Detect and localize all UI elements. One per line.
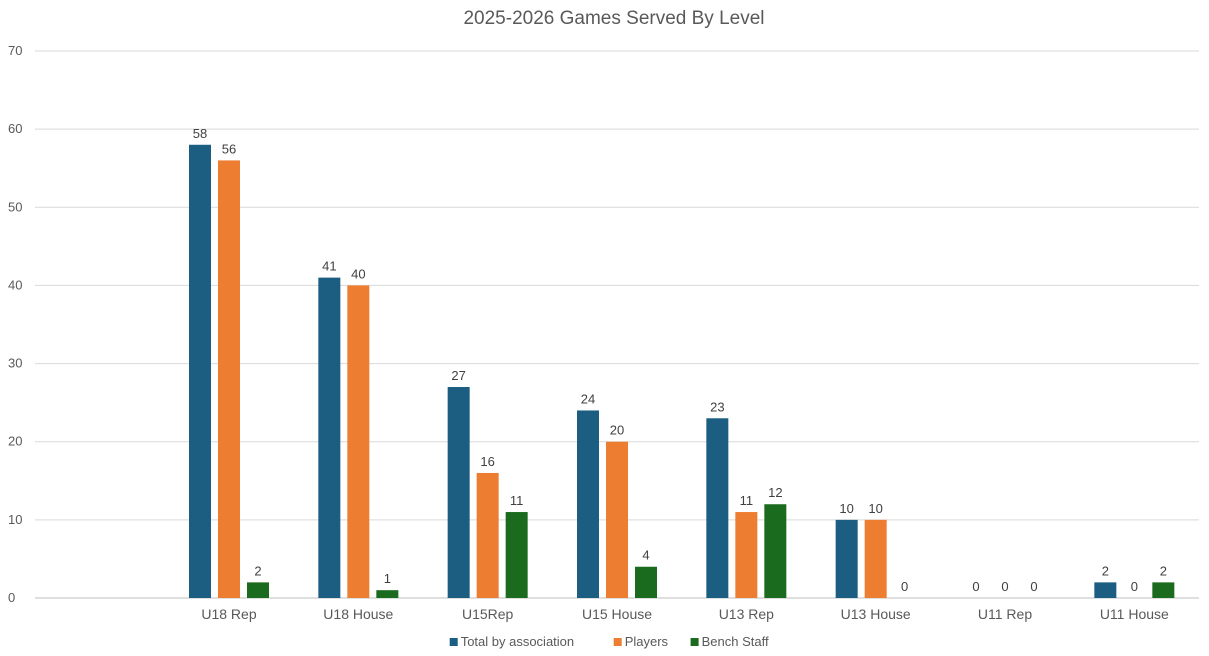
data-label: 11 bbox=[740, 493, 754, 508]
data-label: 10 bbox=[868, 501, 882, 516]
data-label: 0 bbox=[1131, 579, 1138, 594]
data-label: 10 bbox=[839, 501, 853, 516]
bar bbox=[247, 582, 269, 598]
legend-swatch bbox=[613, 638, 622, 646]
bar bbox=[764, 504, 787, 598]
bar bbox=[376, 590, 399, 598]
y-tick-label: 40 bbox=[8, 277, 22, 292]
data-label: 58 bbox=[193, 126, 207, 141]
data-label: 0 bbox=[1001, 579, 1008, 594]
data-label: 2 bbox=[254, 563, 261, 578]
x-category-label: U15Rep bbox=[462, 606, 514, 622]
legend-swatch bbox=[449, 638, 458, 646]
data-label: 56 bbox=[222, 141, 236, 156]
y-tick-label: 50 bbox=[8, 199, 22, 214]
data-label: 27 bbox=[451, 368, 465, 383]
bar bbox=[835, 519, 858, 598]
legend-label: Players bbox=[625, 634, 669, 649]
x-category-label: U15 House bbox=[582, 606, 652, 622]
data-label: 23 bbox=[710, 399, 724, 414]
chart-title: 2025-2026 Games Served By Level bbox=[463, 8, 764, 29]
x-category-label: U13 Rep bbox=[719, 606, 774, 622]
x-category-label: U11 House bbox=[1100, 606, 1169, 622]
y-tick-label: 30 bbox=[8, 356, 22, 371]
legend-label: Total by association bbox=[461, 634, 574, 649]
bar bbox=[706, 418, 729, 598]
x-category-label: U18 House bbox=[323, 606, 393, 622]
data-label: 0 bbox=[972, 579, 979, 594]
legend-label: Bench Staff bbox=[702, 634, 769, 649]
bar bbox=[864, 519, 887, 598]
x-category-label: U13 House bbox=[841, 606, 911, 622]
data-label: 2 bbox=[1160, 563, 1167, 578]
y-tick-label: 0 bbox=[8, 590, 15, 605]
data-label: 20 bbox=[610, 423, 624, 438]
bar bbox=[577, 410, 599, 598]
bar bbox=[505, 512, 528, 598]
bar bbox=[606, 441, 628, 598]
x-category-label: U11 Rep bbox=[978, 606, 1032, 622]
x-category-label: U18 Rep bbox=[201, 606, 256, 622]
y-axis-ticks: 0 10 20 30 40 50 60 70 bbox=[8, 43, 22, 605]
bar bbox=[218, 160, 240, 598]
data-label: 11 bbox=[510, 493, 524, 508]
data-label: 16 bbox=[480, 454, 494, 469]
data-label: 24 bbox=[581, 391, 595, 406]
bar bbox=[347, 285, 370, 598]
data-label: 1 bbox=[384, 571, 391, 586]
bar bbox=[476, 472, 499, 598]
y-tick-label: 70 bbox=[8, 43, 22, 58]
bar bbox=[189, 144, 211, 598]
data-label: 0 bbox=[1030, 579, 1037, 594]
legend: Total by association Players Bench Staff bbox=[449, 634, 769, 649]
data-label: 4 bbox=[642, 548, 649, 563]
y-tick-label: 10 bbox=[8, 512, 22, 527]
legend-swatch bbox=[690, 638, 699, 646]
bar bbox=[635, 566, 657, 598]
bar bbox=[318, 277, 341, 598]
bars bbox=[189, 144, 1175, 598]
bar bbox=[447, 387, 470, 598]
bar bbox=[1094, 582, 1117, 598]
data-label: 2 bbox=[1102, 563, 1109, 578]
y-tick-label: 20 bbox=[8, 434, 22, 449]
data-label: 0 bbox=[901, 579, 908, 594]
data-label: 41 bbox=[322, 259, 336, 274]
x-axis-categories: U18 Rep U18 House U15Rep U15 House U13 Rep U1… bbox=[201, 606, 1169, 622]
data-label: 40 bbox=[351, 266, 365, 281]
bar bbox=[735, 512, 758, 598]
bar bbox=[1152, 582, 1175, 598]
y-tick-label: 60 bbox=[8, 121, 22, 136]
data-label: 12 bbox=[768, 485, 782, 500]
